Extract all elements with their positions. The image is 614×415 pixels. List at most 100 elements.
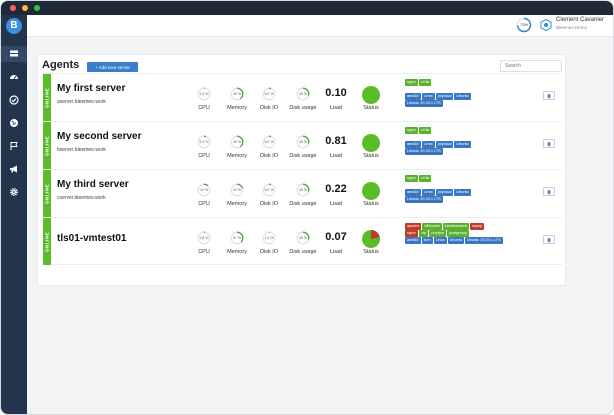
- tag-line: nginx redis: [405, 175, 535, 182]
- disk-io-gauge[interactable]: 5.0 %: [262, 87, 276, 101]
- search-input[interactable]: [500, 60, 562, 72]
- notification-bell-button[interactable]: [543, 91, 555, 100]
- sidebar-item-dashboards[interactable]: [1, 69, 27, 85]
- disk-usage-label: Disk usage: [289, 153, 317, 159]
- tag[interactable]: ntp: [419, 230, 429, 237]
- tag[interactable]: Ubuntu: [454, 93, 471, 100]
- tag[interactable]: amd64: [405, 93, 421, 100]
- tag[interactable]: Ubuntu 20.04.1 LTS: [405, 148, 443, 155]
- tag[interactable]: Ubuntu: [454, 141, 471, 148]
- bleemeo-logo[interactable]: B: [6, 18, 22, 34]
- cpu-gauge[interactable]: 2.8 %: [197, 231, 211, 245]
- tag[interactable]: physical: [435, 141, 454, 148]
- disk-io-gauge[interactable]: 5.0 %: [262, 183, 276, 197]
- sidebar-item-settings[interactable]: [1, 184, 27, 200]
- notification-bell-button[interactable]: [543, 139, 555, 148]
- tag[interactable]: amd64: [405, 141, 421, 148]
- notification-bell-button[interactable]: [543, 187, 555, 196]
- tag[interactable]: physical: [435, 93, 454, 100]
- tag[interactable]: nginx: [405, 175, 419, 182]
- agent-row[interactable]: ONLINE My first server aserver.bleemeo.wor…: [43, 73, 562, 121]
- tag[interactable]: redis: [419, 175, 432, 182]
- disk-usage-gauge[interactable]: 30 %: [296, 135, 310, 149]
- cpu-gauge[interactable]: 2.3 %: [197, 87, 211, 101]
- tag[interactable]: redis: [419, 79, 432, 86]
- close-window-button[interactable]: [10, 5, 16, 11]
- tag[interactable]: nginx: [405, 127, 419, 134]
- tag[interactable]: Ubuntu 20.04.1 LTS: [405, 100, 443, 107]
- cpu-gauge[interactable]: 5.3 %: [197, 135, 211, 149]
- sidebar-item-checks[interactable]: [1, 92, 27, 108]
- status-indicator[interactable]: [362, 86, 380, 104]
- tag[interactable]: kvm: [421, 237, 433, 244]
- sidebar-item-monitors[interactable]: [1, 115, 27, 131]
- memory-gauge[interactable]: 40 %: [230, 135, 244, 149]
- disk-io-ring-icon: [262, 135, 276, 149]
- maximize-window-button[interactable]: [34, 5, 40, 11]
- online-badge: ONLINE: [43, 122, 51, 169]
- disk-io-label: Disk IO: [259, 105, 279, 111]
- status-indicator[interactable]: [362, 230, 380, 248]
- server-name[interactable]: My first server: [57, 83, 126, 94]
- quota-ring-icon: [516, 17, 532, 33]
- add-server-button[interactable]: + Add new server: [87, 62, 138, 72]
- status-label: Status: [363, 201, 379, 207]
- disk-io-ring-icon: [262, 183, 276, 197]
- tag[interactable]: physical: [435, 189, 454, 196]
- status-label: Status: [363, 153, 379, 159]
- disk-usage-ring-icon: [296, 231, 310, 245]
- cpu-gauge[interactable]: 12 %: [197, 183, 211, 197]
- disk-io-gauge[interactable]: 1.2 %: [262, 231, 276, 245]
- memory-value: 37 %: [233, 236, 241, 240]
- tag[interactable]: redis: [419, 127, 432, 134]
- tag[interactable]: Linux: [433, 237, 447, 244]
- tag[interactable]: Ubuntu 20.04.1 LTS: [464, 237, 503, 244]
- disk-usage-ring-icon: [296, 135, 310, 149]
- tag[interactable]: postgresql: [447, 230, 469, 237]
- tag[interactable]: amd64: [405, 189, 421, 196]
- memory-gauge[interactable]: 21 %: [230, 183, 244, 197]
- disk-usage-gauge[interactable]: 30 %: [296, 231, 310, 245]
- memory-gauge[interactable]: 37 %: [230, 231, 244, 245]
- tag[interactable]: Ubuntu: [454, 189, 471, 196]
- load-value: 0.81: [325, 135, 347, 147]
- disk-usage-gauge[interactable]: 30 %: [296, 87, 310, 101]
- agent-row[interactable]: ONLINE tls01-vmtest01 2.8 % CPU 37 % Memory 1.…: [43, 217, 562, 265]
- status-indicator[interactable]: [362, 182, 380, 200]
- sidebar-item-servers[interactable]: [1, 46, 27, 62]
- server-name[interactable]: My second server: [57, 131, 142, 142]
- tag[interactable]: elasticsearch: [442, 223, 469, 230]
- sidebar-item-notifications[interactable]: [1, 161, 27, 177]
- memory-gauge[interactable]: 40 %: [230, 87, 244, 101]
- tag[interactable]: Linux: [421, 141, 435, 148]
- memory-ring-icon: [230, 87, 244, 101]
- sidebar-item-alerts[interactable]: [1, 138, 27, 154]
- tag[interactable]: Ubuntu 20.04.1 LTS: [405, 196, 443, 203]
- disk-usage-gauge[interactable]: 30 %: [296, 183, 310, 197]
- user-name[interactable]: Clement Cavanier: [556, 17, 605, 23]
- tag[interactable]: Ubuntu: [447, 237, 464, 244]
- tag[interactable]: amd64: [405, 237, 421, 244]
- agent-row[interactable]: ONLINE My second server bserver.bleemeo.wo…: [43, 121, 562, 169]
- tag[interactable]: mysql: [469, 223, 484, 230]
- memory-ring-icon: [230, 183, 244, 197]
- window-titlebar: [1, 1, 613, 15]
- tag[interactable]: apache: [405, 223, 422, 230]
- cpu-ring-icon: [197, 87, 211, 101]
- memory-label: Memory: [227, 201, 247, 207]
- server-name[interactable]: tls01-vmtest01: [57, 233, 127, 244]
- minimize-window-button[interactable]: [22, 5, 28, 11]
- server-name[interactable]: My third server: [57, 179, 129, 190]
- tag[interactable]: Linux: [421, 93, 435, 100]
- notification-bell-button[interactable]: [543, 235, 555, 244]
- tag[interactable]: nginx: [405, 79, 419, 86]
- quota-gauge[interactable]: 73%: [516, 17, 532, 33]
- agent-row[interactable]: ONLINE My third server cserver.bleemeo.wor…: [43, 169, 562, 217]
- tag[interactable]: Linux: [421, 189, 435, 196]
- status-indicator[interactable]: [362, 134, 380, 152]
- tag[interactable]: phpfpm: [429, 230, 447, 237]
- tag[interactable]: nginx: [405, 230, 419, 237]
- tag[interactable]: bitbucket: [422, 223, 442, 230]
- cpu-label: CPU: [198, 249, 210, 255]
- disk-io-gauge[interactable]: 5.0 %: [262, 135, 276, 149]
